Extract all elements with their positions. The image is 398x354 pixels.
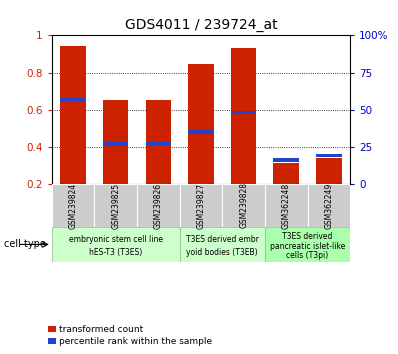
Bar	[94, 184, 137, 227]
Text: GSM239825: GSM239825	[111, 182, 120, 229]
Bar	[231, 48, 256, 184]
Title: GDS4011 / 239724_at: GDS4011 / 239724_at	[125, 18, 277, 32]
Bar	[60, 46, 86, 184]
Bar	[231, 111, 256, 114]
Bar	[222, 184, 265, 227]
Bar	[265, 184, 308, 227]
Text: yoid bodies (T3EB): yoid bodies (T3EB)	[187, 248, 258, 257]
Text: T3ES derived: T3ES derived	[283, 232, 333, 241]
Bar	[188, 64, 214, 184]
Text: embryonic stem cell line: embryonic stem cell line	[69, 235, 163, 244]
Bar	[60, 98, 86, 101]
Bar	[146, 142, 171, 145]
Text: pancreatic islet-like: pancreatic islet-like	[270, 242, 345, 251]
Bar	[316, 154, 342, 157]
Text: GSM239828: GSM239828	[239, 183, 248, 228]
Bar	[146, 99, 171, 184]
Bar	[188, 130, 214, 134]
Text: cell type: cell type	[4, 239, 46, 249]
Text: GSM239827: GSM239827	[197, 182, 205, 229]
Bar	[316, 158, 342, 184]
Bar	[137, 184, 179, 227]
Bar	[103, 99, 129, 184]
Text: T3ES derived embr: T3ES derived embr	[186, 235, 259, 244]
Bar	[265, 227, 350, 262]
Bar	[52, 227, 179, 262]
Legend: transformed count, percentile rank within the sample: transformed count, percentile rank withi…	[48, 325, 212, 346]
Bar	[103, 142, 129, 146]
Bar	[52, 184, 94, 227]
Text: GSM362249: GSM362249	[324, 182, 334, 229]
Bar	[308, 184, 350, 227]
Text: GSM239824: GSM239824	[68, 182, 78, 229]
Text: GSM362248: GSM362248	[282, 182, 291, 229]
Bar	[179, 227, 265, 262]
Text: GSM239826: GSM239826	[154, 182, 163, 229]
Bar	[273, 158, 299, 161]
Text: hES-T3 (T3ES): hES-T3 (T3ES)	[89, 248, 142, 257]
Bar	[273, 163, 299, 184]
Bar	[179, 184, 222, 227]
Text: cells (T3pi): cells (T3pi)	[287, 251, 329, 260]
